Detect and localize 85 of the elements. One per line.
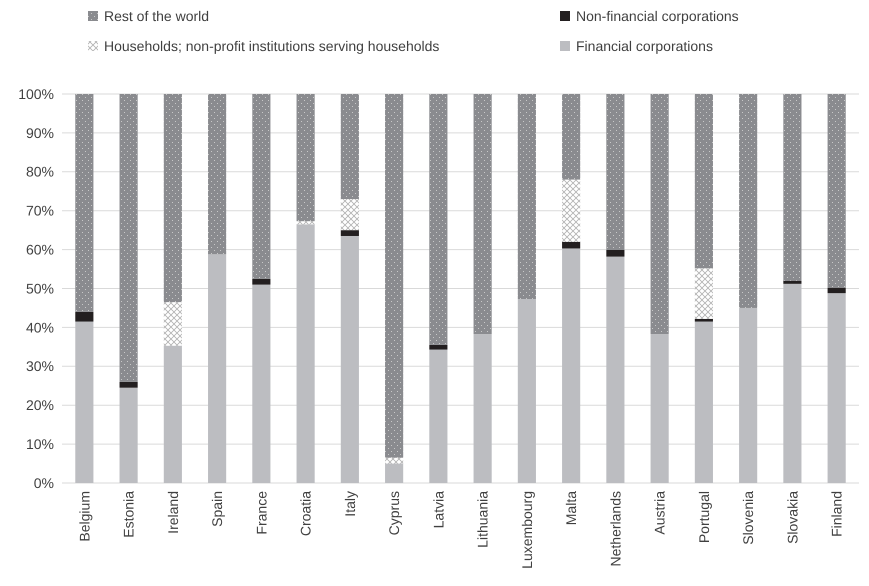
bar: [120, 388, 138, 483]
x-tick-label: Austria: [652, 490, 668, 535]
x-tick-label: Ireland: [164, 491, 181, 534]
bar: [694, 322, 713, 483]
y-tick-label: 100%: [18, 86, 54, 102]
bar: [296, 224, 315, 483]
bar: [562, 94, 580, 180]
bar: [650, 334, 669, 483]
y-tick-label: 20%: [26, 397, 54, 414]
x-tick-label: Malta: [563, 490, 580, 526]
x-tick-label: Spain: [209, 491, 226, 527]
x-tick-label: Croatia: [298, 490, 314, 536]
bar: [650, 94, 669, 334]
bar: [385, 94, 404, 458]
bar: [75, 312, 94, 322]
y-tick-label: 0%: [34, 474, 54, 491]
bar: [296, 94, 315, 222]
bar: [474, 334, 492, 483]
bar: [164, 94, 182, 302]
y-tick-label: 60%: [26, 242, 54, 258]
bar: [562, 242, 580, 248]
bar: [75, 94, 94, 312]
x-tick-label: Latvia: [430, 490, 446, 528]
bar: [385, 464, 404, 483]
bar: [340, 94, 359, 200]
x-tick-label: France: [253, 490, 270, 535]
bar: [340, 199, 359, 230]
bar: [164, 302, 182, 346]
x-tick-label: Finland: [828, 491, 845, 537]
bar: [340, 230, 359, 236]
bar: [739, 308, 758, 483]
bar: [783, 280, 802, 284]
bar: [694, 94, 713, 268]
x-tick-label: Slovenia: [740, 490, 756, 545]
x-tick-label: Portugal: [696, 491, 712, 544]
bar: [75, 322, 94, 483]
x-tick-label: Cyprus: [386, 491, 402, 536]
x-tick-label: Luxembourg: [518, 491, 535, 569]
x-tick-label: Estonia: [120, 490, 136, 538]
bar: [562, 180, 580, 242]
bar: [164, 346, 182, 483]
bar: [606, 94, 624, 250]
bar: [429, 94, 448, 345]
bar: [606, 256, 624, 483]
bar: [783, 94, 802, 281]
x-tick-label: Belgium: [76, 491, 92, 542]
y-tick-label: 90%: [26, 124, 54, 141]
legend-label: Financial corporations: [576, 38, 713, 54]
bar: [828, 288, 846, 294]
bar: [252, 284, 270, 483]
bar: [694, 318, 713, 322]
bar: [828, 293, 846, 483]
legend-label: Non-financial corporations: [576, 8, 739, 24]
bar: [296, 221, 315, 224]
bar: [739, 94, 758, 308]
bar: [518, 299, 536, 483]
y-tick-label: 70%: [26, 202, 54, 219]
bar: [252, 278, 270, 285]
bar: [694, 268, 713, 319]
legend-label: Rest of the world: [104, 8, 210, 24]
bar: [385, 458, 404, 464]
bar: [474, 94, 492, 334]
bar: [429, 350, 448, 483]
x-tick-label: Netherlands: [607, 491, 624, 566]
bar: [252, 94, 270, 279]
bar: [120, 382, 138, 388]
y-tick-label: 10%: [26, 436, 54, 452]
x-tick-label: Slovakia: [784, 490, 800, 544]
y-tick-label: 80%: [26, 164, 54, 180]
y-tick-label: 30%: [26, 358, 54, 374]
bar: [518, 94, 536, 300]
legend-label: Households; non-profit institutions serving households: [104, 38, 440, 54]
bar: [208, 94, 226, 254]
bar: [429, 344, 448, 350]
y-tick-label: 50%: [26, 280, 54, 296]
x-tick-label: Lithuania: [474, 490, 491, 548]
bar: [208, 254, 226, 483]
y-tick-label: 40%: [26, 319, 54, 336]
bar: [606, 250, 624, 257]
bar: [828, 94, 846, 288]
bar: [120, 94, 138, 382]
x-tick-label: Italy: [342, 491, 358, 517]
bar: [783, 284, 802, 483]
bar: [340, 236, 359, 483]
bar: [562, 248, 580, 483]
